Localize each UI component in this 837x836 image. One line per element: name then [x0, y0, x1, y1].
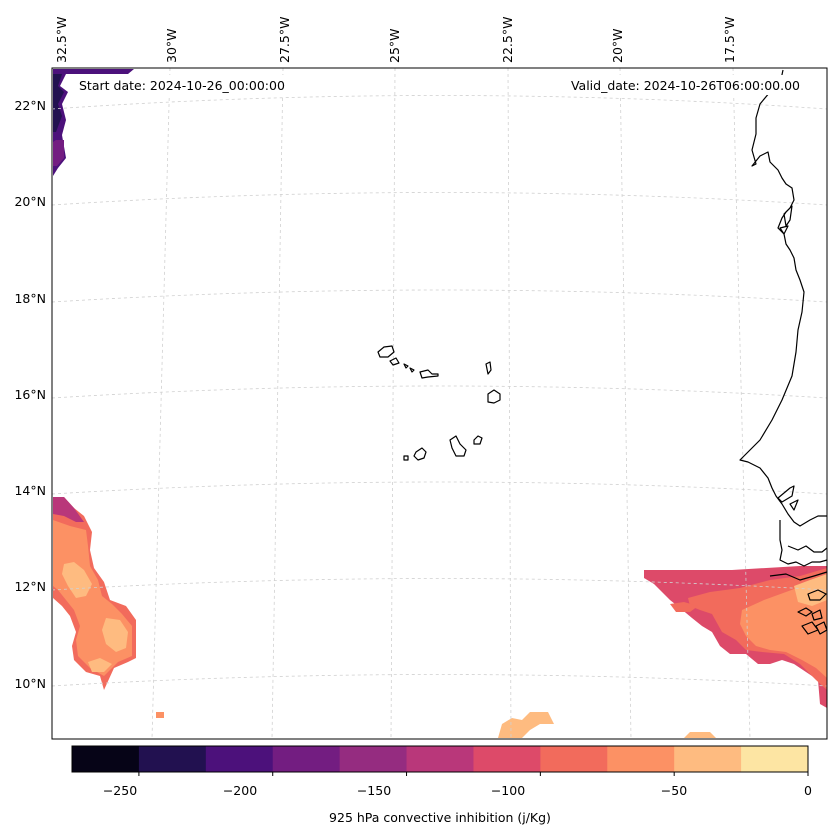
latitude-labels: 22°N 20°N 18°N 16°N 14°N 12°N 10°N	[14, 98, 46, 691]
valid-date-bg	[540, 75, 804, 95]
colorbar-tick-label: −250	[103, 783, 137, 798]
cape-verde-islands	[377, 345, 501, 461]
filled-contours	[53, 69, 827, 738]
lon-label: 30°W	[164, 28, 179, 63]
colorbar-frame	[71, 745, 809, 773]
colorbar-ticks	[138, 772, 809, 776]
lat-label: 14°N	[14, 483, 46, 498]
colorbar-tick-label: −50	[661, 783, 687, 798]
colorbar: −250 −200 −150 −100 −50 0 925 hPa convec…	[71, 745, 812, 825]
colorbar-tick-label: −150	[357, 783, 391, 798]
lat-label: 18°N	[14, 291, 46, 306]
colorbar-swatch	[540, 746, 608, 772]
colorbar-swatch	[674, 746, 742, 772]
cin-region-speck	[156, 712, 164, 718]
cin-region-nw	[53, 69, 134, 176]
lat-label: 10°N	[14, 676, 46, 691]
cin-region-nw-core	[53, 74, 64, 132]
lat-label: 22°N	[14, 98, 46, 113]
cin-region-south-east	[684, 732, 716, 738]
cin-region-sw-weak-2	[102, 618, 128, 652]
lon-label: 20°W	[610, 28, 625, 63]
colorbar-swatches	[72, 746, 809, 772]
lon-label: 25°W	[387, 28, 402, 63]
map-frame	[51, 67, 828, 740]
start-date-label: Start date: 2024-10-26_00:00:00	[79, 78, 285, 93]
colorbar-tick-label: 0	[804, 783, 812, 798]
longitude-labels: 32.5°W 30°W 27.5°W 25°W 22.5°W 20°W 17.5…	[54, 17, 737, 63]
lon-label: 22.5°W	[500, 17, 515, 63]
lat-label: 12°N	[14, 579, 46, 594]
colorbar-swatch	[406, 746, 474, 772]
cin-region-se-weakest	[794, 574, 827, 606]
lon-label: 32.5°W	[54, 17, 69, 63]
coastlines	[739, 69, 828, 635]
graticule	[51, 67, 828, 740]
cin-region-sw-min	[53, 497, 84, 522]
africa-coastline	[739, 69, 827, 527]
cin-region-sw-weak-3	[88, 658, 112, 672]
lon-label: 17.5°W	[722, 17, 737, 63]
colorbar-tick-label: −100	[491, 783, 525, 798]
colorbar-swatch	[339, 746, 408, 772]
start-date-bg	[72, 75, 312, 95]
colorbar-swatch	[607, 746, 675, 772]
colorbar-swatch	[272, 746, 341, 772]
lat-label: 16°N	[14, 387, 46, 402]
colorbar-swatch	[205, 746, 274, 772]
map-panel	[52, 68, 827, 739]
colorbar-label: 925 hPa convective inhibition (j/Kg)	[329, 810, 551, 825]
colorbar-swatch	[138, 746, 207, 772]
colorbar-swatch	[72, 746, 140, 772]
cin-region-se-spot	[670, 602, 698, 612]
lat-label: 20°N	[14, 194, 46, 209]
cin-region-south	[498, 712, 554, 738]
lon-label: 27.5°W	[277, 17, 292, 63]
valid-date-label: Valid_date: 2024-10-26T06:00:00.00	[571, 78, 800, 93]
colorbar-tick-label: −200	[223, 783, 257, 798]
cin-region-sw-weak-1	[62, 562, 92, 598]
cin-region-nw-edge	[53, 140, 64, 166]
colorbar-swatch	[741, 746, 809, 772]
colorbar-swatch	[473, 746, 541, 772]
